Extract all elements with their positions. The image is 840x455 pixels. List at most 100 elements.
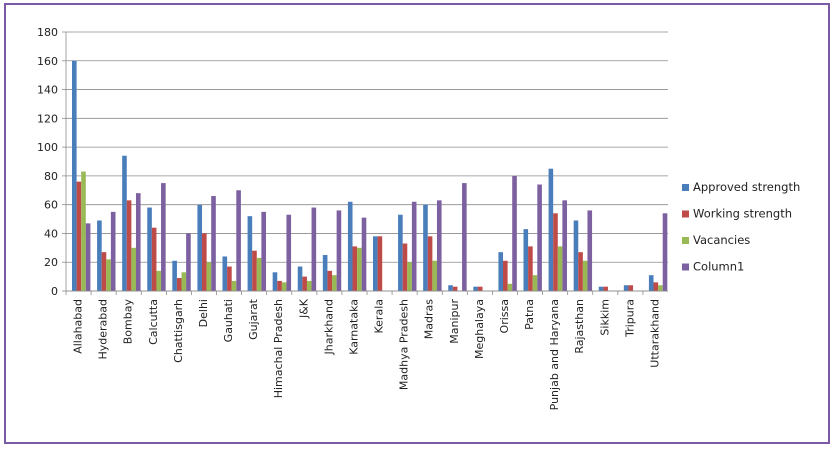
bar — [197, 204, 203, 291]
bar — [587, 210, 593, 291]
bar — [407, 262, 412, 291]
bar — [222, 256, 228, 291]
bar — [311, 207, 317, 291]
bar — [361, 217, 367, 291]
bar — [662, 213, 668, 291]
x-tick-label: Sikkim — [598, 299, 611, 336]
bar — [277, 280, 282, 291]
legend: Approved strength Working strength Vacanci… — [682, 180, 800, 274]
x-tick-label: Madras — [423, 299, 436, 339]
bar — [236, 190, 241, 291]
bar — [423, 204, 428, 291]
legend-label: Vacancies — [693, 233, 750, 247]
bar — [528, 246, 533, 291]
bar — [603, 286, 608, 291]
y-tick-label: 120 — [37, 112, 58, 125]
bar — [498, 252, 504, 291]
chart-svg: 0 20 40 60 80 100 120 140 160 180 Allahabad Hydera… — [37, 26, 800, 410]
x-tick-label: Calcutta — [147, 299, 160, 345]
y-tick-label: 80 — [44, 170, 58, 183]
legend-swatch — [682, 184, 689, 191]
bar — [186, 233, 191, 291]
y-tick-label: 140 — [37, 84, 58, 97]
bar — [110, 211, 116, 291]
bar — [306, 280, 312, 291]
x-tick-label: Patna — [523, 299, 536, 330]
bar — [512, 175, 517, 291]
bar — [398, 214, 403, 291]
bar — [272, 272, 278, 291]
bar — [507, 283, 513, 291]
y-tick-label: 100 — [37, 141, 58, 154]
bar — [523, 229, 529, 291]
x-tick-label: Gujarat — [247, 298, 260, 340]
bar — [477, 286, 483, 291]
bar — [256, 257, 262, 291]
x-tick-label: Karnataka — [347, 299, 360, 355]
bar — [76, 181, 82, 291]
bar — [206, 262, 212, 291]
bar — [436, 200, 442, 291]
bar — [135, 193, 141, 291]
bar — [247, 216, 253, 291]
bar — [658, 285, 663, 291]
legend-swatch — [682, 263, 689, 271]
y-tick-label: 20 — [44, 256, 58, 269]
bar — [373, 236, 378, 291]
bar — [402, 243, 408, 291]
bar — [161, 183, 166, 291]
x-tick-labels: Allahabad Hyderabad Bombay Calcutta Chattisg… — [72, 298, 662, 410]
bar — [532, 275, 538, 291]
x-tick-label: Madhya Pradesh — [398, 299, 411, 390]
bar — [427, 236, 433, 291]
bars — [72, 60, 668, 292]
y-tick-label: 60 — [44, 199, 58, 212]
bar — [147, 207, 152, 291]
bar — [648, 275, 654, 291]
bar — [101, 252, 107, 291]
bar — [327, 270, 333, 291]
bar — [452, 286, 458, 291]
y-tick-label: 160 — [37, 55, 58, 68]
bar — [352, 246, 358, 291]
x-tick-label: Punjab and Haryana — [548, 299, 561, 410]
bar — [172, 260, 177, 291]
x-tick-label: Meghalaya — [473, 299, 486, 359]
bar — [97, 220, 102, 291]
x-tick-label: Himachal Pradesh — [272, 299, 285, 398]
bar — [126, 200, 132, 291]
bar — [332, 275, 337, 291]
y-tick-labels: 0 20 40 60 80 100 120 140 160 180 — [37, 26, 58, 298]
bar — [302, 276, 307, 291]
bar — [231, 280, 237, 291]
bar — [557, 246, 563, 291]
x-tick-label: Rajasthan — [573, 299, 586, 354]
bar — [503, 260, 508, 291]
x-tick-label: Jharkhand — [322, 299, 335, 356]
chart-frame: 0 20 40 60 80 100 120 140 160 180 Allahabad Hydera… — [4, 3, 830, 444]
bar — [286, 214, 292, 291]
x-tick-label: Delhi — [197, 299, 210, 327]
bar — [85, 223, 91, 291]
bar — [578, 252, 583, 291]
bar — [202, 233, 207, 291]
bar — [252, 250, 257, 291]
legend-label: Column1 — [693, 260, 744, 274]
x-tick-label: Bombay — [122, 299, 135, 345]
bar — [562, 200, 567, 291]
bar — [448, 285, 453, 291]
bar — [537, 184, 542, 291]
bar — [357, 247, 362, 291]
x-tick-label: Uttarakhand — [648, 299, 661, 368]
bar — [211, 196, 216, 291]
bar — [653, 282, 659, 291]
x-tick-label: Manipur — [448, 299, 461, 344]
bar — [628, 285, 634, 291]
legend-label: Approved strength — [693, 180, 800, 194]
bar — [106, 259, 111, 291]
bar — [582, 260, 588, 291]
bar — [548, 168, 554, 291]
bar — [72, 60, 77, 292]
bar — [432, 260, 437, 291]
y-tick-label: 40 — [44, 227, 58, 240]
